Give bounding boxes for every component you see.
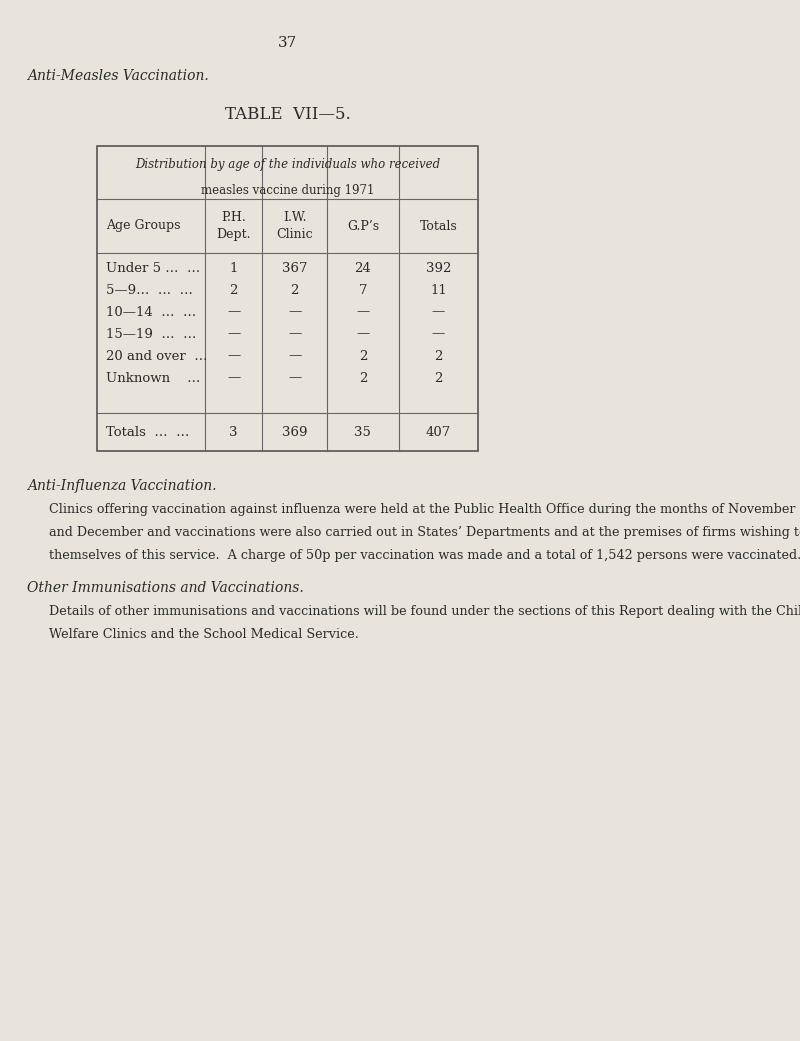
Text: 2: 2 xyxy=(434,372,442,384)
Text: G.P’s: G.P’s xyxy=(347,220,379,232)
Text: —: — xyxy=(288,350,302,362)
Text: 7: 7 xyxy=(358,283,367,297)
Text: I.W.
Clinic: I.W. Clinic xyxy=(276,211,313,242)
Text: measles vaccine during 1971: measles vaccine during 1971 xyxy=(201,184,374,197)
Text: —: — xyxy=(288,372,302,384)
Text: —: — xyxy=(288,328,302,340)
Text: 37: 37 xyxy=(278,36,297,50)
Text: 24: 24 xyxy=(354,261,371,275)
Text: —: — xyxy=(227,350,240,362)
Text: Distribution by age of the individuals who received: Distribution by age of the individuals w… xyxy=(135,158,440,171)
Text: 2: 2 xyxy=(358,372,367,384)
Text: 35: 35 xyxy=(354,426,371,438)
Text: —: — xyxy=(227,328,240,340)
Text: 367: 367 xyxy=(282,261,307,275)
Text: Age Groups: Age Groups xyxy=(106,220,180,232)
Text: —: — xyxy=(288,305,302,319)
Text: 369: 369 xyxy=(282,426,307,438)
Text: Clinics offering vaccination against influenza were held at the Public Health Of: Clinics offering vaccination against inf… xyxy=(49,503,795,516)
Text: 5—9…  …  …: 5—9… … … xyxy=(106,283,193,297)
Text: 2: 2 xyxy=(230,283,238,297)
Text: Welfare Clinics and the School Medical Service.: Welfare Clinics and the School Medical S… xyxy=(49,628,358,641)
Text: 2: 2 xyxy=(358,350,367,362)
Text: 1: 1 xyxy=(230,261,238,275)
Text: Details of other immunisations and vaccinations will be found under the sections: Details of other immunisations and vacci… xyxy=(49,605,800,618)
Text: —: — xyxy=(356,328,370,340)
Text: —: — xyxy=(432,328,445,340)
Text: —: — xyxy=(227,305,240,319)
Text: Other Immunisations and Vaccinations.: Other Immunisations and Vaccinations. xyxy=(27,581,304,595)
Text: 3: 3 xyxy=(230,426,238,438)
Text: Anti-Influenza Vaccination.: Anti-Influenza Vaccination. xyxy=(27,479,217,493)
Text: —: — xyxy=(356,305,370,319)
Text: 2: 2 xyxy=(290,283,299,297)
Text: 407: 407 xyxy=(426,426,451,438)
Text: and December and vaccinations were also carried out in States’ Departments and a: and December and vaccinations were also … xyxy=(49,526,800,539)
Text: —: — xyxy=(432,305,445,319)
Text: Anti-Measles Vaccination.: Anti-Measles Vaccination. xyxy=(27,69,209,83)
Text: Under 5 …  …: Under 5 … … xyxy=(106,261,200,275)
Text: P.H.
Dept.: P.H. Dept. xyxy=(216,211,251,242)
Text: 10—14  …  …: 10—14 … … xyxy=(106,305,196,319)
Text: 15—19  …  …: 15—19 … … xyxy=(106,328,196,340)
Text: 2: 2 xyxy=(434,350,442,362)
Text: TABLE  VII—5.: TABLE VII—5. xyxy=(225,106,350,123)
Text: 11: 11 xyxy=(430,283,446,297)
Text: Totals  …  …: Totals … … xyxy=(106,426,189,438)
Text: —: — xyxy=(227,372,240,384)
Text: Totals: Totals xyxy=(419,220,458,232)
Text: Unknown    …: Unknown … xyxy=(106,372,200,384)
Text: themselves of this service.  A charge of 50p per vaccination was made and a tota: themselves of this service. A charge of … xyxy=(49,549,800,562)
Text: 392: 392 xyxy=(426,261,451,275)
Text: 20 and over  …: 20 and over … xyxy=(106,350,207,362)
